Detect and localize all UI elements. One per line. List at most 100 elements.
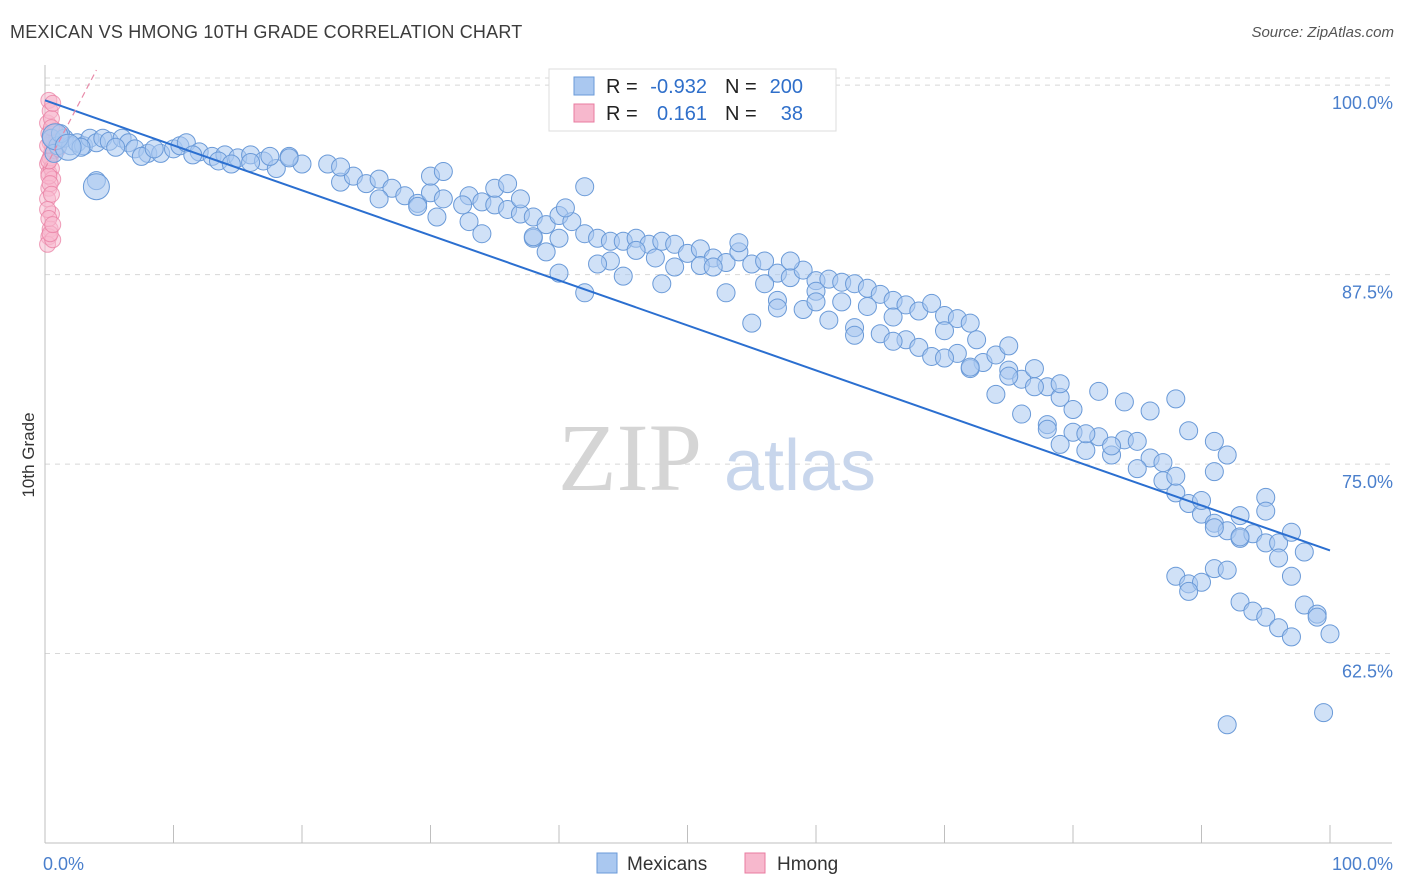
mexicans-point [645,248,665,268]
mexicans-point [665,234,685,254]
mexicans-point [369,169,389,189]
x-tick-label: 100.0% [1332,854,1393,874]
mexicans-point [935,348,954,368]
bottom-legend-swatch-mexicans [596,852,618,874]
mexicans-point [1230,592,1250,612]
mexicans-point [331,157,351,177]
mexicans-point [832,292,852,312]
mexicans-point [1217,560,1237,580]
mexicans-point [279,148,299,168]
mexicans-point [986,384,1006,404]
mexicans-point [857,296,877,316]
bottom-legend-hmong: Hmong [777,854,838,875]
mexicans-point [498,174,518,194]
mexicans-point [613,266,633,286]
legend-n-label: N = [725,103,757,125]
mexicans-point [729,233,749,253]
mexicans-point-large [54,133,82,161]
axes [44,65,1392,844]
mexicans-point [433,162,453,182]
mexicans-point [999,336,1019,356]
mexicans-point [221,154,241,174]
mexicans-point [369,189,389,209]
mexicans-point [652,274,672,294]
mexicans-point [845,325,865,345]
mexicans-point [1114,392,1134,412]
mexicans-point [106,137,126,157]
mexicans-point [433,189,453,209]
mexicans-point [510,189,530,209]
mexicans-point [806,292,826,312]
mexicans-point [819,310,839,330]
mexicans-point [1012,404,1032,424]
bottom-legend-swatch-hmong [744,852,766,874]
watermark-atlas: atlas [724,426,876,506]
bottom-legend-mexicans: Mexicans [627,854,707,875]
source-credit: Source: ZipAtlas.com [1251,24,1394,41]
hmong-series [39,91,67,253]
mexicans-point [1089,381,1109,401]
mexicans-point [793,260,813,280]
mexicans-point [1050,434,1070,454]
mexicans-point [1024,359,1044,379]
mexicans-point [960,313,980,333]
mexicans-point [1204,462,1224,482]
mexicans-point [1127,431,1147,451]
mexicans-point [1024,377,1044,397]
tick-labels: 100.0% 87.5% 75.0% 62.5% 0.0% 100.0% [43,93,1393,874]
mexicans-point [1204,518,1224,538]
mexicans-point [523,227,543,247]
y-axis-label: 10th Grade [19,412,38,497]
hmong-point [42,185,60,203]
mexicans-point [1281,522,1301,542]
legend-swatch-mexicans [573,76,595,96]
legend-n-label: N = [725,76,757,98]
mexicans-point [1256,607,1276,627]
mexicans-point [1269,548,1289,568]
mexicans-point [1166,389,1186,409]
mexicans-point [986,345,1006,365]
mexicans-point [1192,490,1211,510]
mexicans-point [1063,400,1083,420]
x-tick-label: 0.0% [43,854,84,874]
mexicans-point [1204,431,1224,451]
chart-title: MEXICAN VS HMONG 10TH GRADE CORRELATION … [10,22,523,42]
mexicans-point [536,215,556,235]
legend-n-value: 38 [781,103,803,125]
mexicans-trend-line [44,99,1331,552]
mexicans-point [755,274,775,294]
watermark: ZIP atlas [558,404,876,511]
y-tick-label: 62.5% [1342,662,1393,682]
mexicans-point [549,228,569,248]
legend-r-label: R = [606,76,638,98]
mexicans-point [909,337,929,357]
mexicans-point [241,152,261,172]
top-legend: R = -0.932 N = 200 R = 0.161 N = 38 [548,68,837,132]
mexicans-point [588,254,608,274]
bottom-legend: Mexicans Hmong [596,852,838,875]
hmong-trend-line [44,69,97,169]
mexicans-point-large [82,173,110,201]
mexicans-point [1179,421,1199,441]
mexicans-point [755,251,775,271]
mexicans-point [549,263,569,283]
mexicans-point [1076,440,1096,460]
mexicans-point [1217,715,1237,735]
mexicans-point [1037,419,1057,439]
mexicans-point [1294,595,1314,615]
mexicans-point [1153,453,1173,473]
y-tick-label: 75.0% [1342,472,1393,492]
mexicans-point [1166,466,1186,486]
mexicans-point [960,357,980,377]
mexicans-point [1269,618,1289,638]
mexicans-point [453,195,473,215]
mexicans-point [967,330,987,350]
mexicans-point [767,298,787,318]
mexicans-point [780,251,800,271]
mexicans-point [1192,572,1211,592]
mexicans-point [1281,627,1301,647]
mexicans-point [1127,459,1147,479]
mexicans-point [703,257,723,277]
mexicans-point [665,257,685,277]
